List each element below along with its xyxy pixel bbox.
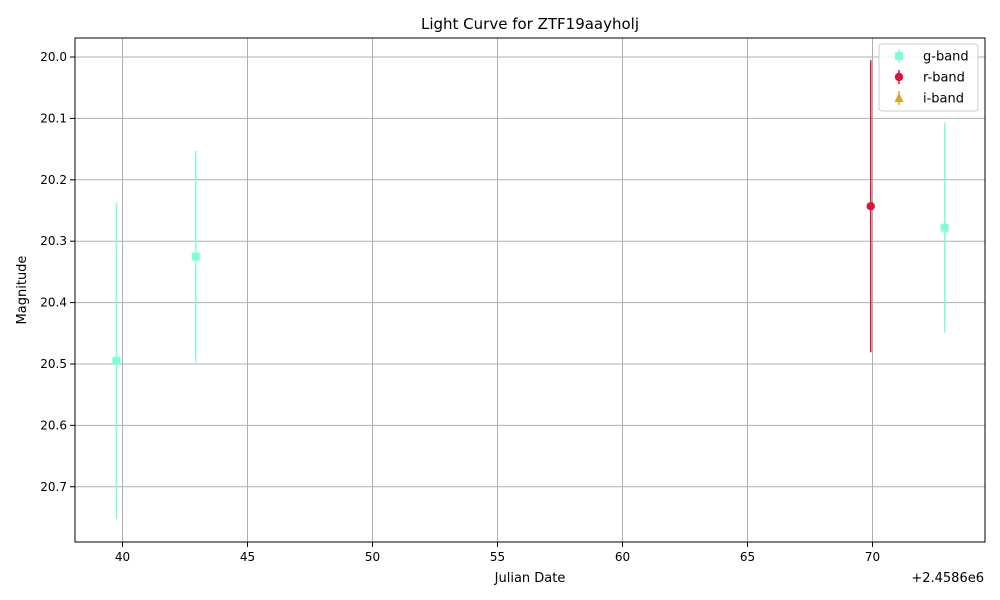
- y-tick-label: 20.2: [40, 173, 67, 187]
- y-tick-label: 20.4: [40, 296, 67, 310]
- plot-frame: [74, 37, 986, 543]
- legend-label: r-band: [923, 71, 965, 86]
- y-tick-label: 20.5: [40, 357, 67, 371]
- y-tick-label: 20.6: [40, 418, 67, 432]
- y-tick-label: 20.7: [40, 480, 67, 494]
- legend-label: g-band: [923, 50, 969, 65]
- legend-marker-r-band: [894, 72, 904, 82]
- legend-marker-i-band: [894, 93, 904, 102]
- legend-marker-g-band: [895, 52, 903, 60]
- x-tick-label: 40: [115, 550, 130, 564]
- x-tick-label: 65: [740, 550, 755, 564]
- chart-title: Light Curve for ZTF19aayholj: [421, 15, 639, 33]
- x-tick-label: 55: [490, 550, 505, 564]
- x-tick-label: 70: [865, 550, 880, 564]
- x-axis-label: Julian Date: [494, 571, 566, 586]
- g-band-point: [191, 252, 200, 261]
- r-band-series: [866, 60, 875, 353]
- x-tick-label: 50: [365, 550, 380, 564]
- x-axis-ticks: 40 45 50 55 60 65 70: [115, 542, 880, 564]
- x-tick-label: 60: [615, 550, 630, 564]
- r-band-point: [866, 202, 875, 211]
- legend: g-band r-band i-band: [878, 43, 979, 112]
- plot-data: [112, 60, 949, 520]
- g-band-point: [940, 223, 949, 232]
- g-band-series: [112, 122, 949, 520]
- x-tick-label: 45: [240, 550, 255, 564]
- y-tick-label: 20.0: [40, 50, 67, 64]
- g-band-point: [112, 356, 121, 365]
- y-axis-ticks: 20.0 20.1 20.2 20.3 20.4 20.5 20.6 20.7: [40, 50, 75, 494]
- x-axis-offset: +2.4586e6: [911, 571, 984, 586]
- y-axis-label: Magnitude: [15, 256, 30, 325]
- legend-label: i-band: [923, 92, 964, 107]
- grid: [75, 38, 985, 542]
- y-tick-label: 20.3: [40, 234, 67, 248]
- y-tick-label: 20.1: [40, 111, 67, 125]
- legend-box: [878, 43, 979, 112]
